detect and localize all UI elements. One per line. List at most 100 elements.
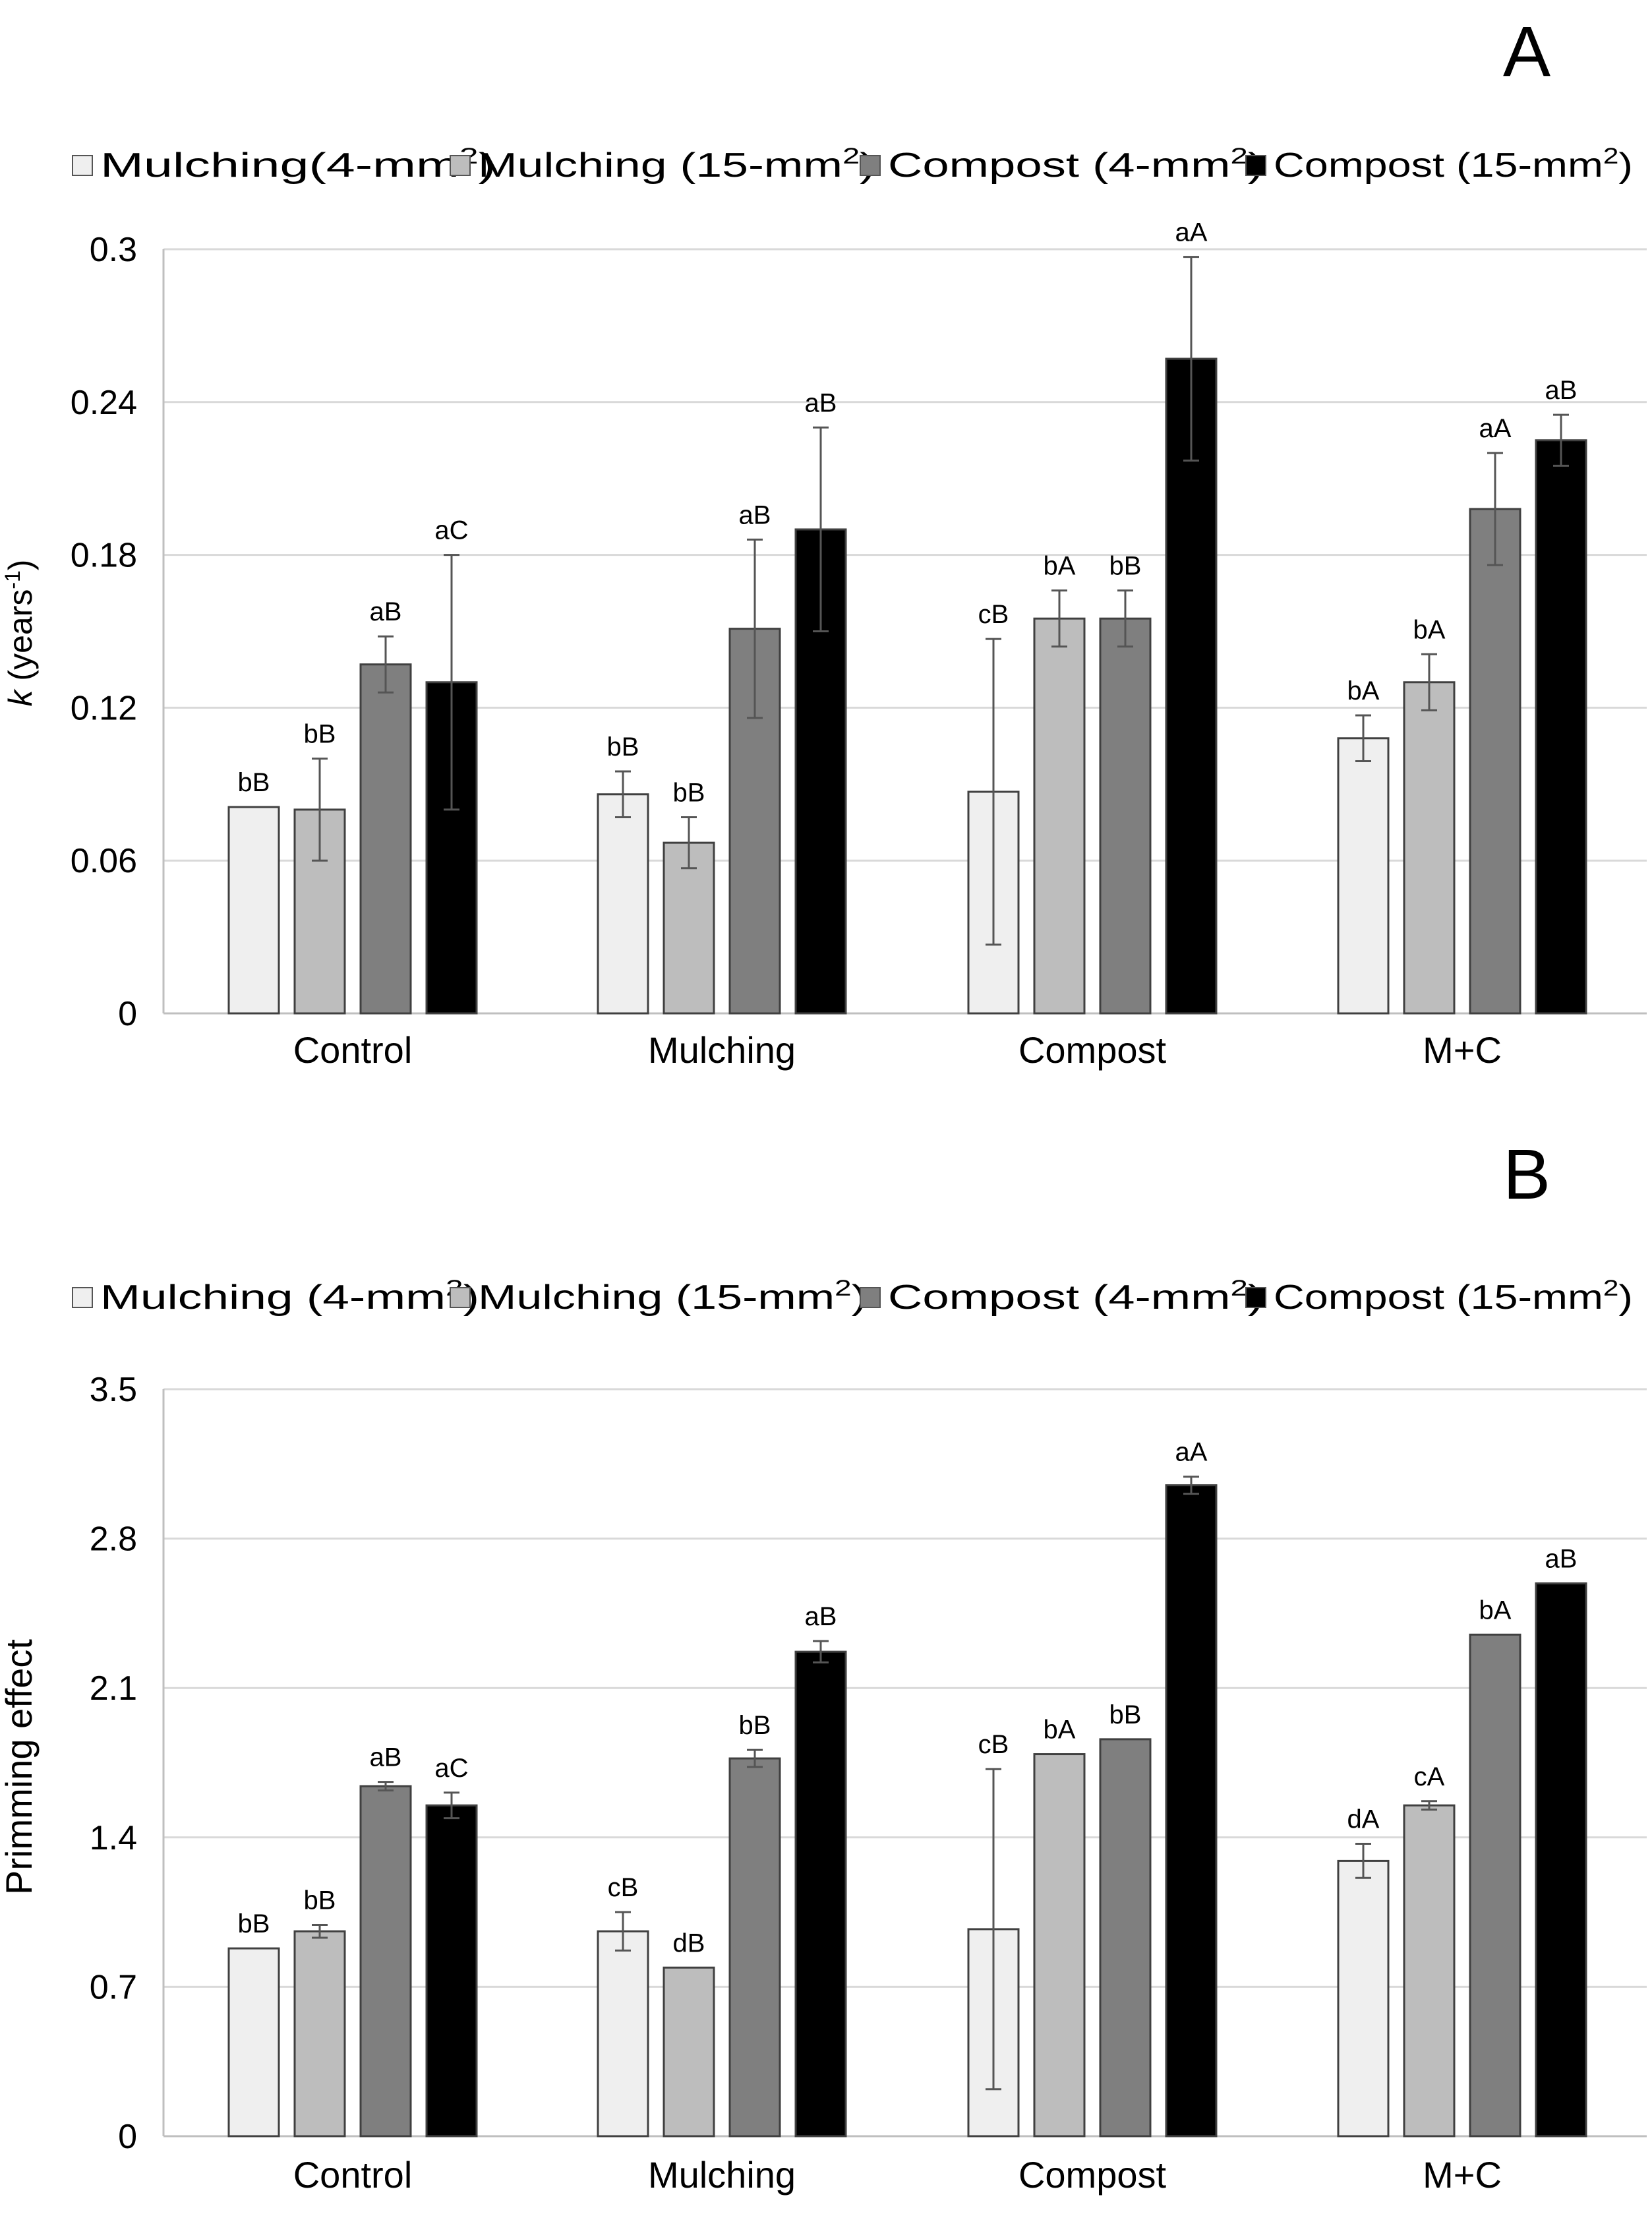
panel-a-significance-label: bB — [1109, 552, 1142, 581]
panel-a-legend-swatch-4 — [1245, 155, 1266, 176]
panel-a-significance-label: bA — [1413, 615, 1446, 644]
panel-a-significance-label: bB — [673, 779, 705, 808]
panel-b-bar — [1337, 1859, 1390, 2138]
panel-b-ytick-label: 0 — [118, 2118, 137, 2156]
panel-b-ytick-label: 1.4 — [90, 1819, 137, 1857]
panel-b-bar — [425, 1804, 478, 2138]
panel-b-significance-label: bB — [238, 1909, 270, 1938]
panel-a-category-label: Control — [293, 1029, 413, 1071]
panel-b-bar — [597, 1930, 649, 2138]
panel-a-bar — [1033, 617, 1086, 1015]
panel-a-ytick-label: 0.12 — [71, 689, 137, 727]
panel-a-significance-label: bA — [1044, 552, 1076, 581]
panel-b: B Mulching (4-mm2)Mulching (15-mm2) Compos… — [0, 1134, 1647, 2196]
panel-a-bar — [1165, 357, 1218, 1015]
panel-a-bar — [359, 663, 412, 1015]
panel-b-significance-label: cA — [1414, 1762, 1445, 1791]
panel-a-legend-label-2: Mulching (15-mm2) — [478, 144, 875, 185]
panel-b-ytick-label: 3.5 — [90, 1371, 137, 1409]
panel-a-significance-label: bB — [238, 768, 270, 797]
panel-a-bar — [1337, 737, 1390, 1015]
panel-a-significance-label: bB — [607, 733, 639, 762]
panel-a-significance-label: bA — [1347, 676, 1380, 705]
panel-a-legend-swatch-2 — [450, 155, 471, 176]
panel-b-legend-swatch-4 — [1245, 1287, 1266, 1308]
panel-a-y-axis-title: k (years-1) — [1, 560, 39, 707]
panel-b-significance-label: bB — [304, 1886, 336, 1915]
panel-a-significance-label: aB — [1545, 376, 1578, 405]
panel-b-legend-label-3: Compost (4-mm2) — [888, 1276, 1264, 1317]
panel-a-ytick-label: 0.3 — [90, 231, 137, 269]
panel-b-ytick-label: 0.7 — [90, 1968, 137, 2006]
panel-b-legend-swatch-3 — [860, 1287, 881, 1308]
panel-a-bar — [227, 806, 280, 1015]
panel-b-bar — [1535, 1582, 1587, 2138]
panel-a-significance-label: aB — [805, 388, 837, 417]
panel-b-significance-label: cB — [608, 1873, 639, 1902]
panel-a-significance-label: aC — [434, 516, 468, 545]
panel-b-bar — [1403, 1804, 1456, 2138]
panel-b-ytick-label: 2.8 — [90, 1520, 137, 1559]
panel-b-bar — [1033, 1753, 1086, 2138]
panel-b-ytick-label: 2.1 — [90, 1669, 137, 1708]
panel-a-significance-label: aB — [370, 597, 402, 626]
panel-a-bar — [597, 793, 649, 1015]
panel-b-legend-label-2: Mulching (15-mm 2) — [478, 1276, 867, 1317]
panel-a: A Mulching(4-mm2)Mulching (15-mm2) Compost… — [1, 11, 1647, 1071]
panel-b-category-label: Mulching — [648, 2154, 796, 2196]
panel-a-category-label: Mulching — [648, 1029, 796, 1071]
panel-a-bar — [1403, 681, 1456, 1015]
panel-b-significance-label: aC — [434, 1754, 468, 1783]
panel-b-significance-label: aB — [805, 1602, 837, 1631]
panel-a-category-label: Compost — [1018, 1029, 1167, 1071]
panel-a-ytick-label: 0.24 — [71, 384, 137, 422]
panel-a-significance-label: aB — [739, 500, 771, 529]
panel-a-significance-label: cB — [978, 600, 1009, 629]
panel-a-ytick-label: 0.18 — [71, 537, 137, 575]
panel-b-bar — [1099, 1738, 1152, 2138]
panel-a-bar — [1535, 439, 1587, 1015]
panel-b-category-label: M+C — [1423, 2154, 1502, 2196]
panel-b-significance-label: bA — [1479, 1596, 1512, 1625]
panel-b-significance-label: cB — [978, 1730, 1009, 1759]
panel-a-bar — [663, 841, 715, 1015]
panel-a-bar — [1469, 508, 1521, 1015]
panel-a-legend-swatch-3 — [860, 155, 881, 176]
panel-b-significance-label: bB — [739, 1711, 771, 1740]
panel-b-significance-label: bA — [1044, 1716, 1076, 1745]
panel-a-legend-label-4: Compost (15-mm 2) — [1274, 144, 1633, 185]
panel-a-label: A — [1503, 11, 1550, 91]
panel-b-bar — [227, 1947, 280, 2138]
panel-b-significance-label: bB — [1109, 1700, 1142, 1729]
panel-b-bar — [1165, 1484, 1218, 2138]
panel-b-bar — [794, 1650, 847, 2138]
panel-b-y-axis-title: Primming effect — [0, 1639, 40, 1895]
panel-b-legend-label-1: Mulching (4-mm2) — [100, 1276, 479, 1317]
panel-b-bar — [663, 1966, 715, 2138]
panel-a-category-label: M+C — [1423, 1029, 1502, 1071]
panel-b-category-label: Compost — [1018, 2154, 1167, 2196]
panel-b-legend-swatch-2 — [450, 1287, 471, 1308]
panel-b-significance-label: aB — [370, 1743, 402, 1772]
panel-b-legend-label-4: Compost (15-mm 2) — [1274, 1276, 1633, 1317]
panel-a-significance-label: aA — [1175, 218, 1208, 247]
panel-a-ytick-label: 0.06 — [71, 842, 137, 880]
panel-a-legend-label-1: Mulching(4-mm2) — [100, 144, 496, 185]
panel-a-bar — [1099, 617, 1152, 1015]
panel-b-bar — [359, 1785, 412, 2138]
panel-a-significance-label: aA — [1479, 414, 1512, 443]
panel-b-significance-label: dB — [673, 1929, 705, 1958]
panel-b-bar — [728, 1757, 781, 2138]
panel-a-significance-label: bB — [304, 720, 336, 749]
panel-a-ytick-label: 0 — [118, 995, 137, 1033]
panel-b-bar — [293, 1930, 346, 2138]
panel-b-category-label: Control — [293, 2154, 413, 2196]
panel-b-significance-label: dA — [1347, 1805, 1380, 1834]
panel-b-label: B — [1503, 1134, 1550, 1214]
panel-a-legend-swatch-1 — [72, 155, 93, 176]
panel-b-bar — [1469, 1633, 1521, 2138]
panel-b-significance-label: aA — [1175, 1438, 1208, 1467]
panel-b-significance-label: aB — [1545, 1545, 1578, 1574]
panel-a-legend-label-3: Compost (4-mm2) — [888, 144, 1264, 185]
